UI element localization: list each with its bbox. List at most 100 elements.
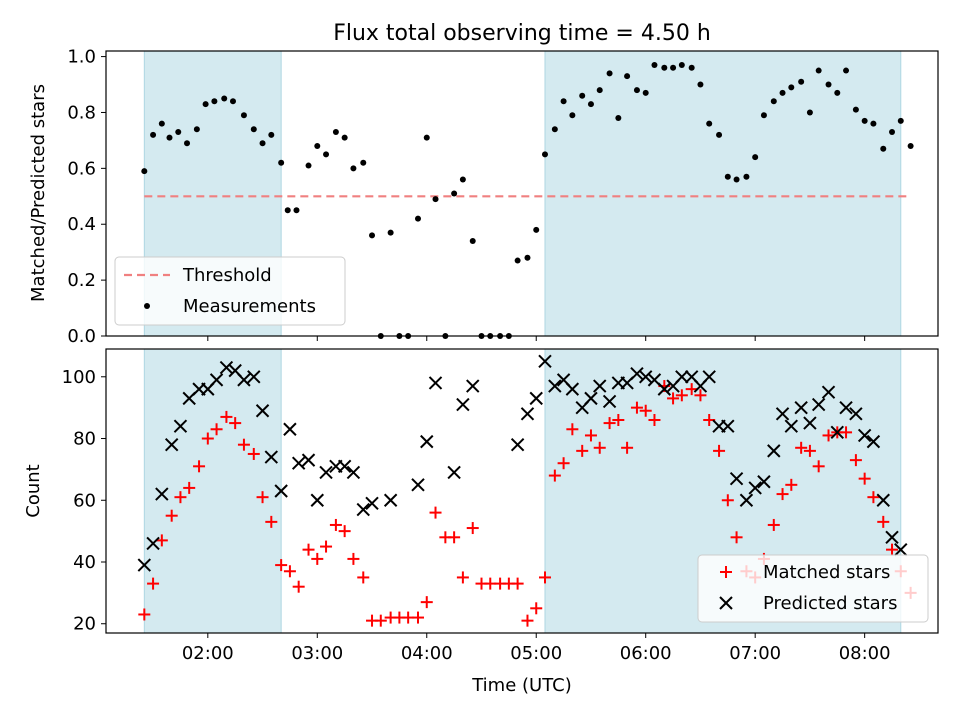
predicted-stars-point	[365, 496, 379, 511]
y-tick-label: 0.2	[67, 270, 96, 291]
measurement-point	[642, 89, 649, 96]
measurement-point	[624, 73, 631, 80]
predicted-stars-point	[456, 397, 470, 412]
measurement-point	[889, 129, 896, 136]
predicted-stars-point	[821, 385, 836, 399]
matched-stars-point	[849, 454, 862, 467]
measurement-point	[141, 168, 148, 175]
predicted-stars-point	[894, 542, 908, 557]
measurement-point	[166, 134, 173, 141]
matched-stars-point	[155, 534, 168, 547]
matched-stars-point	[694, 389, 707, 402]
measurement-point	[423, 134, 430, 141]
matched-stars-point	[466, 522, 479, 535]
matched-stars-point	[448, 531, 461, 544]
measurement-point	[834, 89, 841, 96]
matched-stars-point	[812, 460, 825, 473]
predicted-stars-point	[247, 370, 261, 384]
matched-stars-point	[648, 414, 661, 426]
matched-stars-point	[630, 401, 643, 414]
bottom-panel-frame	[105, 348, 939, 634]
predicted-stars-point	[383, 493, 398, 507]
measurement-point	[825, 81, 832, 88]
shaded-interval-0	[144, 349, 282, 633]
measurement-point	[596, 87, 603, 94]
measurement-point	[150, 131, 157, 138]
matched-stars-point	[456, 571, 469, 584]
measurement-point	[733, 176, 740, 183]
measurement-point	[560, 98, 567, 105]
predicted-stars-point	[839, 400, 853, 415]
predicted-legend-marker	[719, 596, 733, 610]
matched-stars-point	[795, 441, 808, 454]
matched-stars-point	[639, 404, 652, 417]
matched-stars-point	[621, 441, 634, 454]
matched-stars-point	[548, 469, 561, 482]
measurement-point	[240, 112, 247, 119]
predicted-stars-point	[811, 397, 826, 412]
measurement-point	[259, 140, 266, 147]
predicted-stars-point	[748, 481, 762, 495]
predicted-stars-point	[721, 419, 735, 433]
measurement-point	[806, 109, 813, 116]
measurement-point	[752, 154, 759, 161]
measurement-point	[907, 143, 914, 149]
measurement-point	[770, 98, 777, 105]
matched-stars-point	[521, 614, 534, 627]
measurement-point	[175, 129, 182, 136]
measurements-legend-label: Measurements	[183, 296, 316, 317]
measurements-legend-marker	[144, 303, 150, 309]
predicted-stars-point	[876, 493, 890, 507]
predicted-stars-point	[301, 453, 316, 467]
matched-stars-point	[247, 447, 260, 460]
predicted-stars-point	[173, 419, 188, 433]
predicted-stars-point	[849, 407, 863, 421]
measurement-point	[459, 176, 466, 183]
measurement-point	[861, 117, 868, 124]
matched-stars-point	[311, 552, 324, 565]
matched-stars-point	[420, 596, 433, 609]
predicted-stars-point	[830, 425, 844, 440]
measurement-point	[779, 89, 786, 96]
predicted-stars-point	[137, 558, 152, 572]
measurement-point	[268, 131, 275, 138]
predicted-stars-point	[630, 366, 644, 381]
bottom-legend-box	[697, 554, 929, 623]
predicted-stars-point	[255, 404, 270, 418]
matched-stars-point	[612, 414, 625, 426]
predicted-stars-point	[794, 400, 808, 415]
x-tick-label: 07:00	[729, 643, 781, 664]
predicted-stars-point	[510, 437, 525, 452]
predicted-stars-point	[593, 379, 607, 393]
predicted-stars-point	[283, 422, 297, 436]
measurement-point	[615, 115, 622, 122]
measurement-point	[250, 126, 257, 133]
measurement-point	[341, 134, 348, 141]
x-tick-label: 05:00	[510, 643, 562, 664]
y-tick-label: 1.0	[67, 47, 96, 68]
matched-stars-point	[730, 531, 743, 544]
matched-stars-point	[593, 441, 606, 454]
predicted-stars-point	[538, 354, 552, 369]
measurement-point	[541, 151, 548, 158]
matched-stars-point	[357, 571, 370, 584]
matched-stars-point	[584, 429, 597, 442]
measurement-point	[221, 95, 228, 102]
y-tick-label: 40	[73, 552, 96, 573]
predicted-stars-point	[337, 459, 352, 474]
matched-stars-point	[675, 389, 688, 402]
matched-stars-point	[210, 423, 223, 436]
measurement-point	[514, 257, 521, 264]
predicted-stars-point	[548, 379, 562, 393]
matched-stars-point	[147, 577, 160, 590]
measurement-point	[202, 101, 209, 108]
measurement-point	[211, 98, 218, 105]
matched-stars-point	[302, 543, 315, 556]
measurement-point	[897, 117, 904, 124]
matched-stars-point	[767, 518, 780, 531]
matched-legend-marker	[720, 566, 732, 578]
y-tick-label: 0.0	[67, 326, 96, 347]
measurement-point	[369, 232, 376, 239]
measurement-point	[716, 131, 723, 138]
predicted-stars-point	[237, 373, 251, 387]
